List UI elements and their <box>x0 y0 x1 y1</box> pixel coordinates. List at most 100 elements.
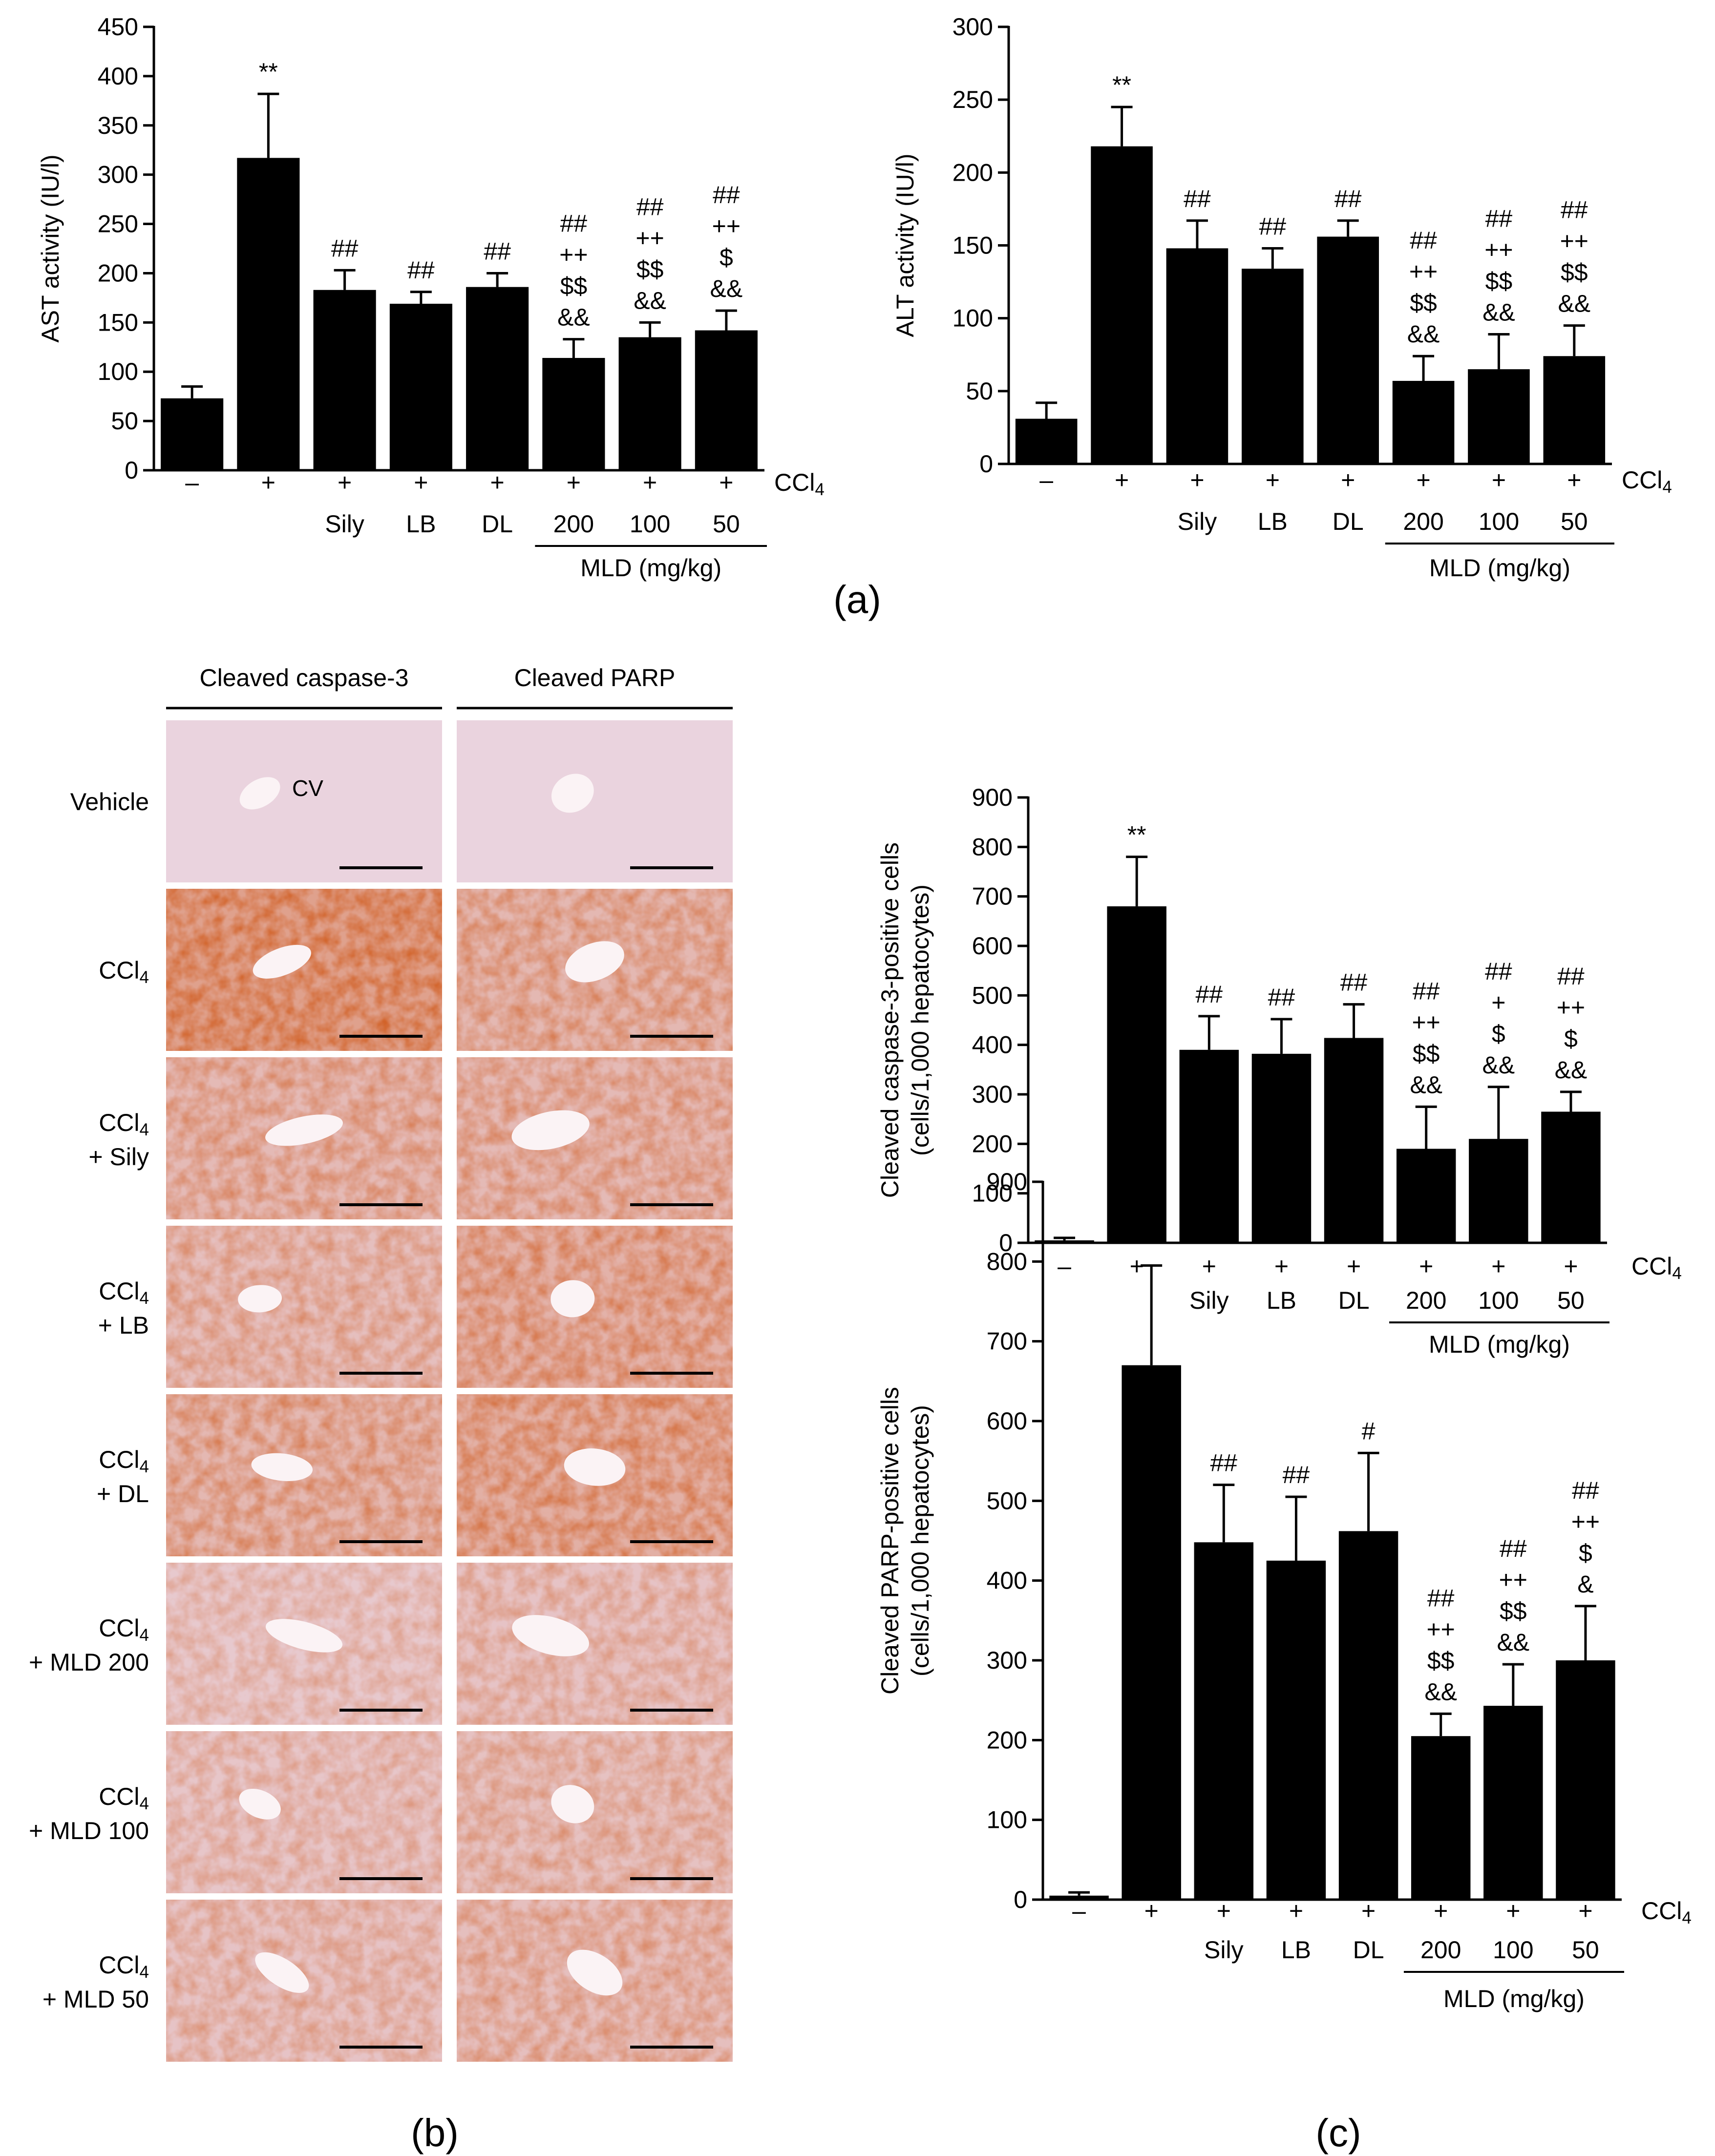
significance-label: ++ <box>1499 1566 1527 1593</box>
significance-label: ## <box>1340 969 1368 996</box>
x-sign-label: + <box>1419 1253 1433 1280</box>
significance-label: ## <box>1184 185 1211 212</box>
histology-row-label-treatment: + Sily <box>88 1143 149 1171</box>
x-group-label: DL <box>1353 1936 1384 1964</box>
significance-label: ## <box>331 234 359 262</box>
x-group-label: 100 <box>630 510 670 538</box>
significance-label: ## <box>1210 1449 1238 1477</box>
bar <box>1107 906 1166 1243</box>
significance-label: ++ <box>1557 994 1585 1021</box>
y-tick-label: 600 <box>972 932 1013 960</box>
bar <box>1035 1240 1094 1243</box>
y-tick-label: 200 <box>98 259 138 287</box>
bar <box>1122 1365 1181 1900</box>
significance-label: ** <box>259 58 278 85</box>
y-tick-label: 100 <box>98 358 138 385</box>
histology-row-label-treatment: + LB <box>98 1312 149 1339</box>
y-tick-label: 900 <box>987 1168 1027 1195</box>
significance-label: ## <box>1485 958 1512 985</box>
bar <box>618 337 681 470</box>
significance-label: ## <box>1196 981 1223 1008</box>
x-group-label: LB <box>1258 508 1288 535</box>
central-vein <box>564 1448 626 1486</box>
significance-label: + <box>1491 989 1505 1016</box>
y-tick-label: 900 <box>972 784 1013 811</box>
y-tick-label: 300 <box>98 161 138 188</box>
histology-row-label-treatment: + MLD 50 <box>42 1986 149 2013</box>
x-group-label: 50 <box>713 510 740 538</box>
y-tick-label: 400 <box>98 63 138 90</box>
bar <box>237 158 300 470</box>
x-group-label: 200 <box>1406 1287 1446 1314</box>
significance-label: ## <box>1334 185 1362 212</box>
y-tick-label: 200 <box>953 159 993 186</box>
significance-label: ++ <box>1560 228 1588 255</box>
significance-label: && <box>1555 1056 1588 1084</box>
y-tick-label: 600 <box>987 1407 1027 1435</box>
x-sign-label: + <box>643 469 657 496</box>
y-tick-label: 700 <box>972 883 1013 910</box>
y-axis-label: (cells/1,000 hepatocytes) <box>907 884 934 1156</box>
bar <box>1251 1053 1312 1243</box>
y-tick-label: 150 <box>98 309 138 336</box>
x-sign-label: + <box>1492 466 1506 494</box>
central-vein <box>255 1952 309 1993</box>
y-tick-label: 800 <box>972 833 1013 860</box>
x-group-label: 50 <box>1572 1936 1599 1964</box>
x-group-label: 50 <box>1557 1287 1585 1314</box>
caspase-chart: 0 100 200 300 400 500 600 700 800 900 Cleaved casp… <box>876 784 1682 1358</box>
significance-label: $ <box>720 244 733 271</box>
y-tick-label: 450 <box>98 13 138 41</box>
y-axis-label: (cells/1,000 hepatocytes) <box>907 1405 934 1676</box>
panel-label-b: (b) <box>411 2111 459 2155</box>
significance-label: && <box>1482 298 1515 326</box>
x-sign-label: + <box>1144 1897 1159 1925</box>
x-sign-label: + <box>1416 466 1430 494</box>
central-vein <box>265 1114 343 1146</box>
significance-label: ## <box>1485 205 1513 232</box>
bar <box>1411 1736 1471 1900</box>
y-tick-label: 0 <box>125 457 138 484</box>
x-sign-label: + <box>1341 466 1355 494</box>
bar <box>1469 1139 1528 1243</box>
x-group-label: DL <box>482 510 513 538</box>
stain-texture <box>166 1226 442 1388</box>
mld-label: MLD (mg/kg) <box>1429 554 1570 582</box>
mld-label: MLD (mg/kg) <box>1429 1331 1570 1358</box>
x-sign-label: + <box>1506 1897 1520 1925</box>
significance-label: $ <box>1564 1025 1578 1052</box>
significance-label: $$ <box>1500 1597 1527 1625</box>
histology-row-label: Vehicle <box>70 788 149 816</box>
significance-label: $$ <box>636 255 664 283</box>
bar <box>1338 1531 1398 1900</box>
significance-label: ## <box>1561 196 1588 224</box>
significance-label: ** <box>1127 821 1146 849</box>
ccl4-label: CCl4 <box>1641 1897 1692 1927</box>
y-tick-label: 400 <box>987 1567 1027 1594</box>
x-group-label: LB <box>406 510 436 538</box>
x-sign-label: + <box>719 469 733 496</box>
y-axis-label: Cleaved caspase-3-positive cells <box>876 842 904 1198</box>
x-sign-label: + <box>1567 466 1581 494</box>
histology-row-label-treatment: + DL <box>97 1480 149 1507</box>
stain-texture <box>457 1731 733 1893</box>
central-vein <box>239 1788 281 1820</box>
significance-label: && <box>1410 1071 1442 1098</box>
significance-label: ** <box>1142 1230 1161 1257</box>
ast-chart: 0 50 100 150 200 250 300 350 400 450 AST activity … <box>37 13 825 582</box>
bar <box>1556 1660 1615 1900</box>
bar <box>1166 248 1228 464</box>
histology-column-header: Cleaved PARP <box>514 664 676 691</box>
stain-texture <box>166 889 442 1051</box>
central-vein <box>551 774 594 813</box>
bar <box>1324 1038 1384 1243</box>
cv-label: CV <box>292 775 323 801</box>
histology-row-label: CCl4 <box>99 957 149 987</box>
stain-tint <box>457 1563 733 1725</box>
histology-row-label: CCl4 <box>99 1783 149 1813</box>
significance-label: $$ <box>1427 1647 1455 1674</box>
x-sign-label: – <box>1058 1253 1071 1280</box>
x-group-label: LB <box>1267 1287 1296 1314</box>
bar <box>1468 369 1530 464</box>
stain-tint <box>457 1226 733 1388</box>
